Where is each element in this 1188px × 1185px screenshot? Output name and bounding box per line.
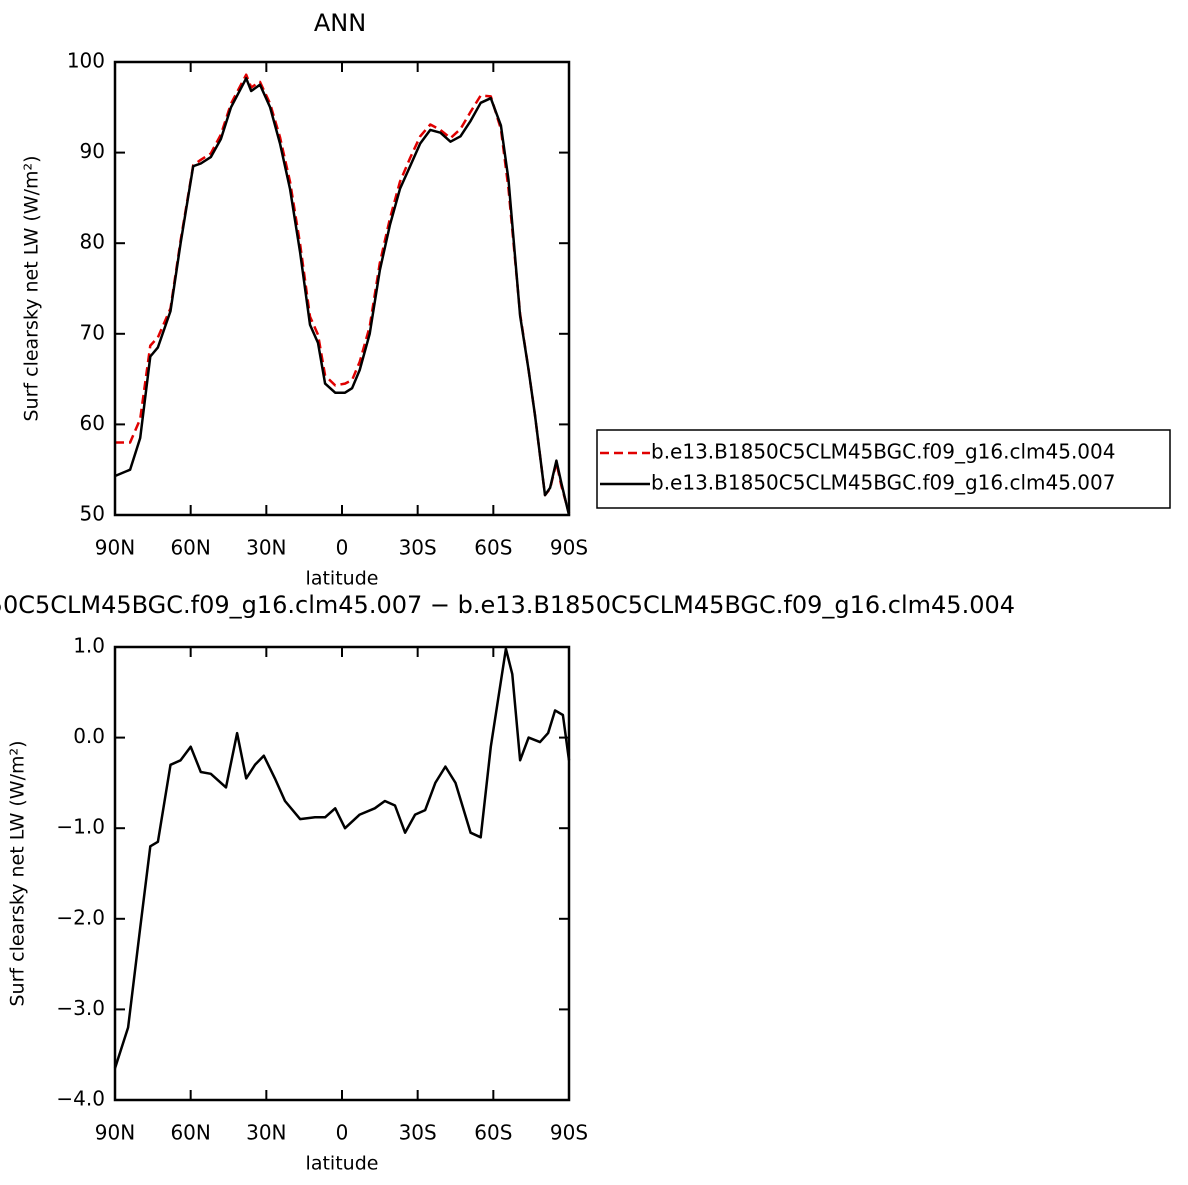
y-tick-label: 0.0	[73, 724, 105, 748]
y-axis-label: Surf clearsky net LW (W/m²)	[7, 740, 29, 1006]
series-line	[114, 77, 571, 516]
x-tick-label: 30S	[399, 536, 437, 560]
x-tick-label: 30N	[246, 1121, 286, 1145]
x-tick-label: 90N	[95, 536, 135, 560]
legend-box	[596, 429, 1171, 509]
x-tick-label: 0	[336, 536, 349, 560]
x-axis-label: latitude	[306, 568, 379, 590]
x-tick-label: 60S	[474, 1121, 512, 1145]
y-tick-label: 50	[80, 502, 105, 526]
series-line	[113, 647, 571, 1069]
y-tick-label: −3.0	[56, 996, 105, 1020]
x-tick-label: 60N	[170, 1121, 210, 1145]
chart-title: ANN	[314, 9, 366, 37]
plot-frame	[113, 645, 571, 1102]
y-tick-label: 100	[67, 49, 105, 73]
x-tick-label: 90S	[550, 536, 588, 560]
chart-title: b.e13.B1850C5CLM45BGC.f09_g16.clm45.007 …	[0, 591, 1015, 619]
y-tick-label: 60	[80, 411, 105, 435]
x-tick-label: 90S	[550, 1121, 588, 1145]
y-tick-label: −4.0	[56, 1087, 105, 1111]
x-tick-label: 30S	[399, 1121, 437, 1145]
y-tick-label: −1.0	[56, 815, 105, 839]
x-tick-label: 60S	[474, 536, 512, 560]
y-tick-label: 70	[80, 320, 105, 344]
y-tick-label: 80	[80, 230, 105, 254]
plot-frame	[113, 60, 571, 517]
legend-label: b.e13.B1850C5CLM45BGC.f09_g16.clm45.007	[651, 471, 1115, 495]
x-tick-label: 0	[336, 1121, 349, 1145]
legend-label: b.e13.B1850C5CLM45BGC.f09_g16.clm45.004	[651, 440, 1115, 464]
x-tick-label: 30N	[246, 536, 286, 560]
y-tick-label: 90	[80, 139, 105, 163]
y-tick-label: 1.0	[73, 634, 105, 658]
x-tick-label: 60N	[170, 536, 210, 560]
x-axis-label: latitude	[306, 1153, 379, 1175]
series-line	[115, 73, 571, 514]
y-axis-label: Surf clearsky net LW (W/m²)	[21, 155, 43, 421]
y-tick-label: −2.0	[56, 905, 105, 929]
x-tick-label: 90N	[95, 1121, 135, 1145]
